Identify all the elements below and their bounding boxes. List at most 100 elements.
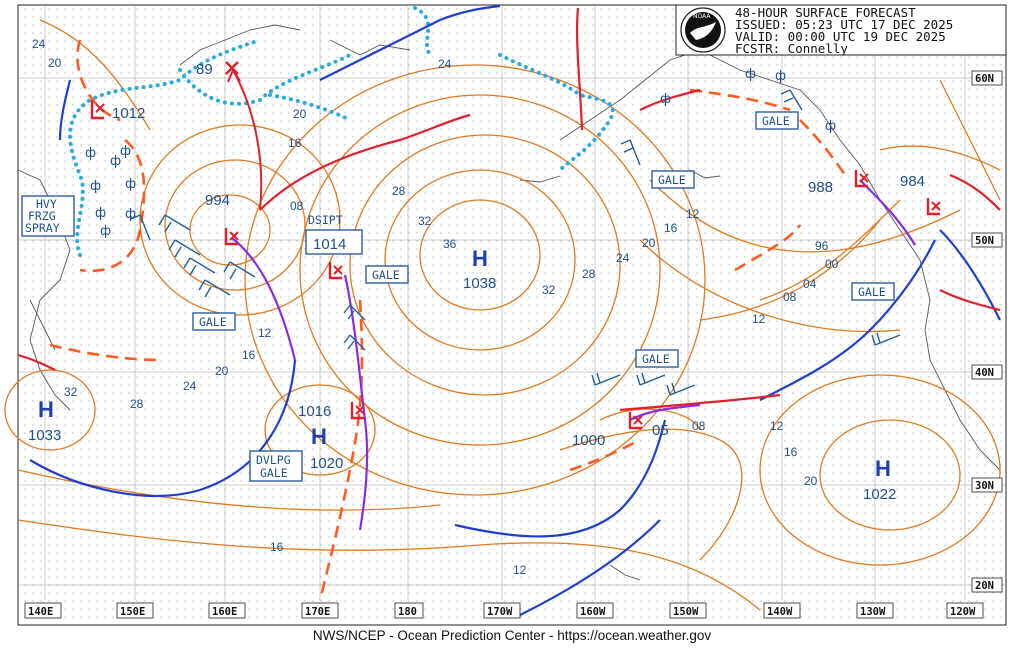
header-line: ISSUED: 05:23 UTC 17 DEC 2025 [735,17,953,32]
noaa-logo-text: NOAA [693,13,711,20]
pressure-label: 1012 [112,105,145,122]
isobar-label: 12 [258,326,272,340]
footer-credit: NWS/NCEP - Ocean Prediction Center - htt… [313,628,711,643]
isobar-labels: 24 20 20 16 08 28 32 36 28 32 24 24 20 1… [32,37,839,577]
spray-icon: ф [660,92,671,107]
warning-text: GALE [658,173,686,187]
low-89: 89 [196,61,239,78]
pressure-label: 994 [205,192,230,209]
pressure-label: 988 [808,179,833,196]
gale-box-6: GALE [851,282,895,301]
coastlines [17,24,1001,581]
isobar-label: 20 [293,107,307,121]
isobars [4,19,1001,611]
isobar-label: 12 [770,419,784,433]
warning-text: GALE [372,268,400,282]
warning-text: DSIPT [308,213,343,227]
isobar-label: 12 [513,563,527,577]
pressure-label: 1014 [313,236,346,253]
isobar-label: 28 [392,184,406,198]
isobar-label: 28 [130,397,144,411]
low-centers: 1012 994 89 1016 1000 05 98 [90,61,941,449]
dvlpg-gale-box: DVLPG GALE [249,450,303,482]
noaa-logo-bird [690,22,716,40]
lon-label: 130W [860,606,886,618]
low-984: 984 [900,173,941,216]
forecast-header: NOAA 48-HOUR SURFACE FORECAST ISSUED: 05… [675,4,1007,56]
isobar-label: 32 [542,283,556,297]
storm-track-arrow [232,69,263,211]
gale-box-2: GALE [365,265,409,284]
pressure-label: 1022 [863,486,896,503]
map-border [17,4,1007,626]
spray-icon: ф [85,146,96,161]
isobar-label: 04 [803,277,817,291]
spray-icon: ф [120,144,131,159]
longitude-labels: 140E 150E 160E 170E 180 170W 160W 150W 1… [24,602,984,619]
lon-label: 160W [580,606,606,618]
pressure-label: 984 [900,173,925,190]
isobar-label: 08 [692,419,706,433]
spray-icon: ф [775,69,786,84]
map-background [18,5,1006,625]
warning-text: GALE [642,352,670,366]
high-symbol: H [472,246,488,271]
isobar-label: 16 [664,221,678,235]
isobar-label: 08 [290,199,304,213]
low-994: 994 [205,192,239,246]
warning-text: FRZG [28,209,56,223]
low-988: 988 [808,170,869,196]
isobar-label: 20 [642,236,656,250]
spray-icon: ф [125,177,136,192]
troughs [49,39,847,601]
dsipt-box: DSIPT 1014 [305,213,363,255]
graticule [18,5,1006,600]
warning-text: SPRAY [25,221,60,235]
gale-box-3: GALE [635,349,679,368]
isobar-label: 20 [804,474,818,488]
pressure-label: 1016 [298,403,331,420]
lon-label: 160E [212,606,237,618]
isobar-label: 12 [752,312,766,326]
freezing-spray-symbols: ф ф ф ф ф ф ф ф ф ф ф ф [85,67,836,239]
header-line: 48-HOUR SURFACE FORECAST [735,5,916,20]
pressure-label: 05 [652,422,669,439]
isobar-label: 24 [32,37,46,51]
warning-text: GALE [762,114,790,128]
isobar-label: 20 [215,364,229,378]
header-line: VALID: 00:00 UTC 19 DEC 2025 [735,29,946,44]
spray-icon: ф [95,206,106,221]
pressure-label: 1020 [310,455,343,472]
lon-label: 180 [398,606,417,618]
isobar-label: 32 [418,214,432,228]
spray-icon: ф [100,224,111,239]
isobar-label: 00 [825,257,839,271]
warning-boxes: HVY FRZG SPRAY GALE GALE DSIPT 1014 DVLP… [21,111,895,482]
hvy-frzg-spray-box: HVY FRZG SPRAY [21,195,75,237]
warning-text: GALE [858,285,886,299]
warm-fronts [17,7,1001,412]
warning-text: DVLPG [256,453,291,467]
isobar-label: 16 [288,136,302,150]
gale-box-1: GALE [192,312,236,331]
low-1014 [328,262,343,280]
lat-label: 50N [975,235,994,247]
isobar-label: 32 [64,385,78,399]
ice-edge [68,6,615,257]
lat-label: 40N [975,367,994,379]
isobar-label: 28 [582,267,596,281]
high-centers: H 1038 H 1033 H 1020 H 1022 [28,246,896,503]
warning-text: GALE [260,466,288,480]
lon-label: 120W [950,606,976,618]
spray-icon: ф [125,207,136,222]
lat-label: 30N [975,480,994,492]
warning-text: HVY [36,197,57,211]
lon-label: 140W [767,606,793,618]
lon-label: 150W [673,606,699,618]
low-1016: 1016 [298,402,365,420]
latitude-labels: 60N 50N 40N 30N 20N [971,70,1003,593]
isobar-label: 08 [783,290,797,304]
pressure-label: 1033 [28,427,61,444]
warning-text: GALE [199,315,227,329]
